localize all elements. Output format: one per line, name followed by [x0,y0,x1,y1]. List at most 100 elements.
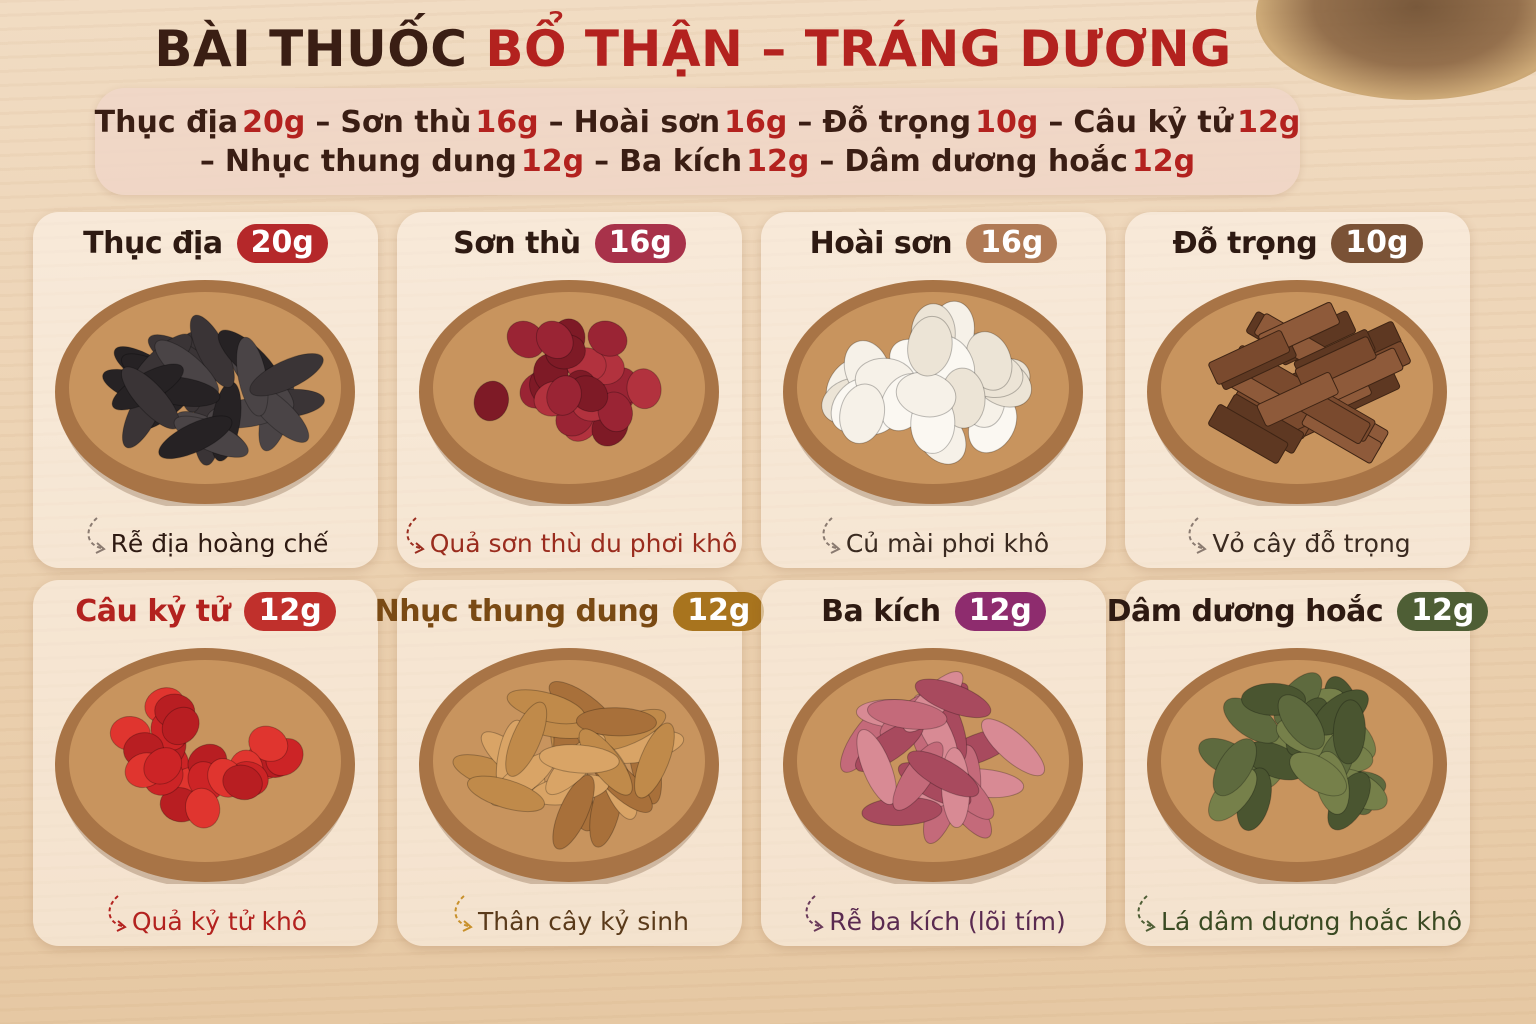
caption-arrow [454,895,473,932]
bowl-illustration [55,648,355,884]
dose-badge: 12g [673,592,765,631]
arrow-head [116,920,127,932]
bowl-illustration [783,648,1083,884]
herb-name: Đỗ trọng [1172,226,1318,261]
arrow-curve [805,895,820,927]
card-header: Thục địa 20g [33,224,378,263]
separator: – [819,143,835,179]
arrow-curve [1137,895,1152,927]
arrow-curve [1188,517,1203,549]
separator: – [1048,104,1064,140]
dose-badge: 12g [1397,592,1489,631]
herb-name: Dâm dương hoắc [1106,594,1384,629]
herb-piece [505,701,548,777]
herb-card: Nhục thung dung 12g Thân cây kỷ sinh [375,580,765,946]
herb-piece [535,320,574,360]
caption: Quả sơn thù du phơi khô [397,516,742,558]
caption-text: Thân cây kỷ sinh [478,907,689,936]
herb-dose: 10g [975,104,1039,140]
arrow-curve [454,895,469,927]
formula-box: Thục địa 20g – Sơn thù 16g – Hoài sơn 16g – Đỗ tr… [95,88,1300,195]
caption: Thân cây kỷ sinh [397,894,742,936]
arrow-head [95,542,106,554]
herb-piece [914,678,992,719]
caption-arrow [805,895,825,932]
herb-piece [634,722,675,799]
herb-piece [248,725,289,762]
card-header: Câu kỷ tử 12g [33,592,378,631]
herb-piece [249,353,324,397]
arrow-head [462,920,473,932]
dose-badge: 16g [594,224,686,263]
card-header: Ba kích 12g [761,592,1106,631]
herb-name: Thục địa [83,226,223,261]
arrow-curve [822,517,837,549]
bowl-illustration [1147,648,1447,884]
card-header: Sơn thù 16g [397,224,742,263]
herb-name: Ba kích [619,143,743,179]
herb-dose: 12g [746,143,810,179]
herb-name: Thục địa [94,104,239,140]
caption-text: Vỏ cây đỗ trọng [1212,529,1411,558]
title: BÀI THUỐC BỔ THẬN – TRÁNG DƯƠNG [0,20,1386,78]
card-header: Nhục thung dung 12g [375,592,765,631]
formula-line: Thục địa 20g – Sơn thù 16g – Hoài sơn 16g – Đỗ tr… [90,105,1306,140]
bowl-illustration [783,280,1083,506]
herb-name: Nhục thung dung [224,143,517,179]
separator: – [797,104,813,140]
herb-piece [1289,751,1348,797]
arrow-head [414,542,425,554]
herb-piece [907,315,953,377]
caption-text: Rễ ba kích (lõi tím) [829,907,1066,936]
herb-dose: 20g [242,104,306,140]
caption-arrow [108,895,127,932]
herb-piece [158,415,233,460]
herb-name: Dâm dương hoắc [844,143,1128,179]
herb-name: Hoài sơn [573,104,721,140]
herb-piece [907,750,980,798]
arrow-curve [108,895,123,927]
herb-piece [143,747,183,785]
caption-text: Lá dâm dương hoắc khô [1160,907,1463,936]
arrow-head [1145,920,1156,932]
herb-piece [552,774,595,850]
herb-name: Đỗ trọng [822,104,972,140]
bowl-illustration [1147,280,1447,506]
herb-piece [1277,694,1326,750]
caption-text: Quả kỷ tử khô [131,907,308,936]
herb-dose: 12g [1237,104,1301,140]
herb-name: Câu kỷ tử [75,594,231,629]
herb-dose: 16g [724,104,788,140]
caption: Lá dâm dương hoắc khô [1125,894,1470,936]
arrow-head [830,542,841,554]
separator: – [199,143,215,179]
dose-badge: 16g [966,224,1058,263]
arrow-curve [406,517,421,549]
herb-card: Ba kích 12g Rễ ba kích (lõi tím) [761,580,1106,946]
separator: – [594,143,610,179]
caption: Rễ địa hoàng chế [33,516,378,558]
herb-piece [185,787,221,829]
caption-text: Quả sơn thù du phơi khô [429,529,738,558]
caption-text: Củ mài phơi khô [845,529,1050,558]
caption-arrow [406,517,425,554]
caption: Vỏ cây đỗ trọng [1125,516,1470,558]
bowl-illustration [419,280,719,506]
herb-card: Thục địa 20g Rễ địa hoàng chế [33,212,378,568]
herb-piece [538,744,620,774]
herb-piece [626,368,662,410]
herb-name: Câu kỷ tử [1073,104,1234,140]
arrow-curve [87,517,101,549]
herb-piece [466,775,545,813]
herb-piece [506,320,546,359]
bowl-illustration [419,648,719,884]
card-header: Hoài sơn 16g [761,224,1106,263]
herb-card: Dâm dương hoắc 12g Lá dâm dương hoắc khô [1107,580,1489,946]
card-header: Dâm dương hoắc 12g [1107,592,1489,631]
arrow-head [1196,542,1208,554]
title-dark: BÀI THUỐC [154,20,468,78]
herb-piece [866,699,948,730]
caption: Củ mài phơi khô [761,516,1106,558]
dose-badge: 20g [236,224,328,263]
